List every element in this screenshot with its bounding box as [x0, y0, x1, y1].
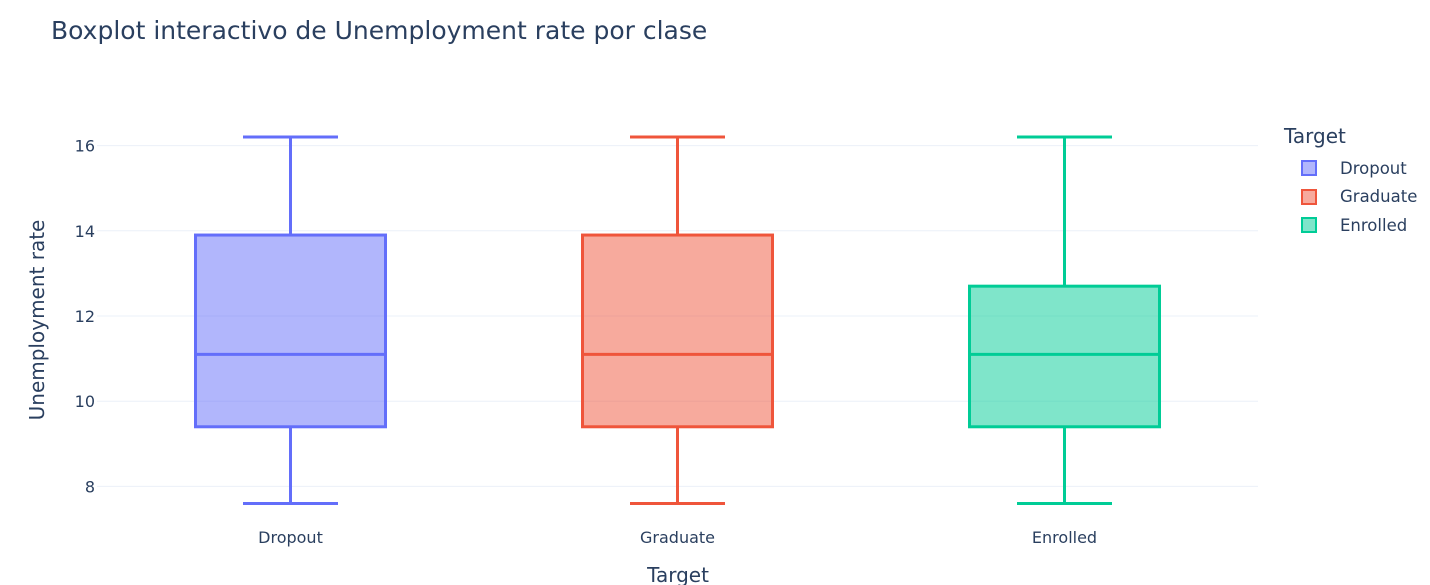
legend-label: Dropout — [1340, 158, 1407, 178]
legend-swatch — [1301, 217, 1317, 234]
legend-items: Dropout Graduate Enrolled — [1284, 154, 1417, 240]
chart-title: Boxplot interactivo de Unemployment rate… — [51, 16, 708, 45]
box-dropout[interactable] — [194, 135, 387, 505]
legend-title: Target — [1284, 124, 1346, 148]
y-axis-ticks: 8 10 12 14 16 — [75, 137, 95, 497]
y-tick-label: 14 — [75, 222, 95, 241]
iqr-box — [194, 233, 387, 429]
y-tick-label: 10 — [75, 392, 95, 411]
legend: Target Dropout Graduate Enrolled — [1284, 124, 1417, 240]
box-graduate[interactable] — [581, 135, 774, 505]
box-series — [194, 135, 1161, 505]
legend-label: Enrolled — [1340, 215, 1408, 235]
box-enrolled[interactable] — [968, 135, 1161, 505]
x-tick-label: Graduate — [640, 528, 715, 547]
y-tick-label: 16 — [75, 137, 95, 156]
y-tick-label: 12 — [75, 307, 95, 326]
legend-swatch — [1301, 160, 1317, 177]
legend-item-enrolled[interactable]: Enrolled — [1284, 211, 1417, 240]
legend-swatch — [1301, 188, 1317, 205]
y-axis-title: Unemployment rate — [25, 220, 49, 421]
iqr-box — [968, 284, 1161, 429]
x-tick-label: Dropout — [258, 528, 323, 547]
legend-label: Graduate — [1340, 187, 1418, 207]
iqr-box — [581, 233, 774, 429]
x-axis-title: Target — [646, 563, 709, 585]
x-tick-label: Enrolled — [1032, 528, 1097, 547]
x-axis-ticks: Dropout Graduate Enrolled — [258, 528, 1097, 547]
legend-item-dropout[interactable]: Dropout — [1284, 154, 1417, 183]
y-tick-label: 8 — [85, 477, 95, 496]
legend-item-graduate[interactable]: Graduate — [1284, 183, 1417, 212]
